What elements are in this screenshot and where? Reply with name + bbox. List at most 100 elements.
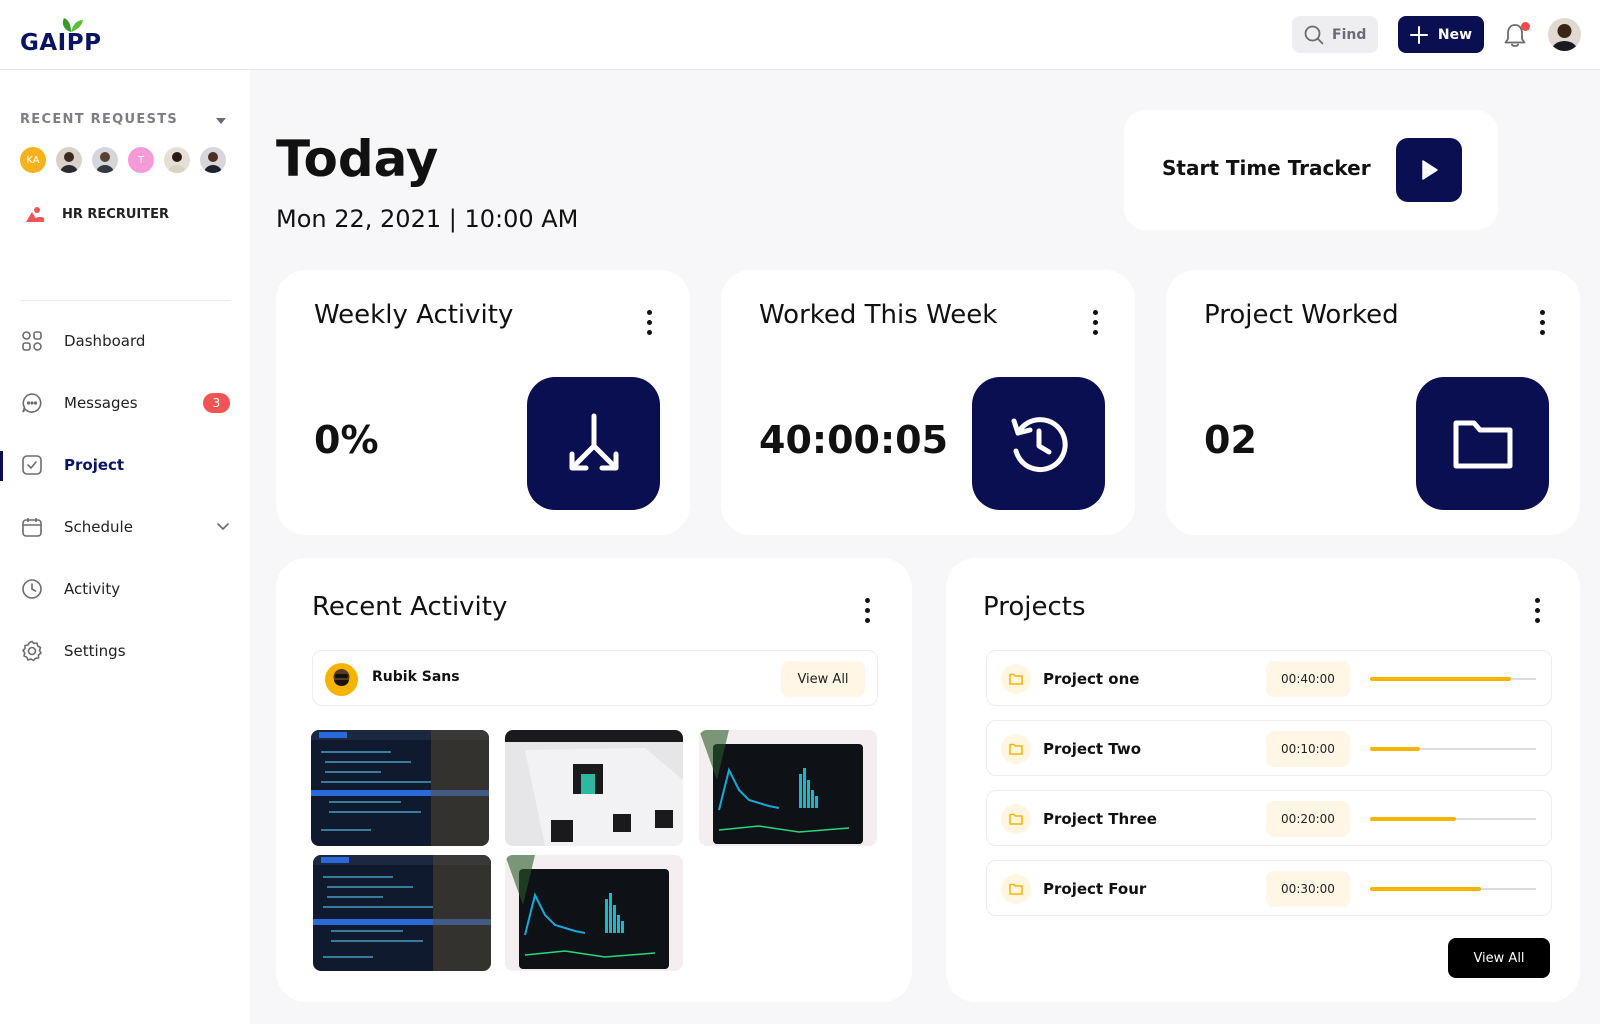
more-icon[interactable] <box>1534 598 1540 623</box>
logo-text: GAIPP <box>20 30 102 56</box>
sidebar-item-label: Project <box>64 456 125 474</box>
project-progress <box>1370 747 1536 751</box>
calendar-icon <box>20 515 44 539</box>
more-icon[interactable] <box>1539 310 1545 335</box>
project-name: Project Three <box>1043 810 1157 828</box>
plus-icon <box>1409 25 1428 44</box>
stat-value: 0% <box>314 418 379 462</box>
view-all-projects-button[interactable]: View All <box>1448 938 1550 978</box>
view-all-button[interactable]: View All <box>781 661 865 697</box>
more-icon[interactable] <box>646 310 652 335</box>
recruiter-icon <box>26 207 44 222</box>
current-date: Mon 22, 2021 | 10:00 AM <box>276 205 579 233</box>
recent-activity-panel: Recent Activity Rubik Sans View All <box>276 558 912 1002</box>
history-clock-icon <box>972 377 1105 510</box>
sidebar: RECENT REQUESTS KA T HR RECRUITER <box>0 70 250 1024</box>
sidebar-item-label: Dashboard <box>64 332 146 350</box>
more-icon[interactable] <box>864 598 870 623</box>
top-bar: GAIPP Find New <box>0 0 1600 70</box>
stat-card-worked-this-week: Worked This Week 40:00:05 <box>721 270 1135 535</box>
bell-icon <box>1504 24 1526 47</box>
chevron-down-icon[interactable] <box>216 518 230 536</box>
stat-card-weekly-activity: Weekly Activity 0% <box>276 270 690 535</box>
project-name: Project one <box>1043 670 1140 688</box>
project-time: 00:10:00 <box>1266 731 1350 767</box>
start-tracker-button[interactable] <box>1396 138 1462 202</box>
new-label: New <box>1437 26 1473 43</box>
project-time: 00:30:00 <box>1266 871 1350 907</box>
sidebar-item-label: Messages <box>64 394 138 412</box>
stat-title: Worked This Week <box>759 300 998 330</box>
activity-screenshot[interactable] <box>505 730 683 846</box>
stat-value: 40:00:05 <box>759 418 949 462</box>
user-avatar[interactable] <box>1548 18 1581 51</box>
panel-title: Recent Activity <box>312 592 508 622</box>
search-icon <box>1304 25 1324 44</box>
folder-icon <box>1001 804 1031 834</box>
chat-icon <box>20 391 44 415</box>
hr-recruiter-label: HR RECRUITER <box>62 206 170 222</box>
gear-icon <box>20 639 44 663</box>
dashboard-icon <box>20 329 44 353</box>
hr-recruiter-item[interactable]: HR RECRUITER <box>24 204 169 224</box>
recent-requests-title: RECENT REQUESTS <box>20 112 179 127</box>
logo[interactable]: GAIPP <box>20 14 110 56</box>
avatar[interactable]: T <box>128 147 154 173</box>
sidebar-item-messages[interactable]: Messages 3 <box>0 372 250 434</box>
project-row[interactable]: Project Two 00:10:00 <box>986 720 1552 776</box>
progress-fill <box>1370 887 1482 891</box>
tracker-label: Start Time Tracker <box>1162 156 1371 180</box>
messages-badge: 3 <box>203 393 230 413</box>
stat-title: Weekly Activity <box>314 300 514 330</box>
checkbox-icon <box>20 453 44 477</box>
sidebar-nav: Dashboard Messages 3 Project <box>0 310 250 682</box>
avatar[interactable] <box>92 147 118 173</box>
recent-requests-avatars: KA T <box>20 147 226 173</box>
stat-value: 02 <box>1204 418 1257 462</box>
folder-icon <box>1001 664 1031 694</box>
project-row[interactable]: Project Four 00:30:00 <box>986 860 1552 916</box>
project-name: Project Two <box>1043 740 1142 758</box>
activity-screenshot[interactable] <box>313 855 491 971</box>
avatar[interactable]: KA <box>20 147 46 173</box>
caret-down-icon[interactable] <box>216 118 226 124</box>
progress-fill <box>1370 677 1512 681</box>
sidebar-item-label: Activity <box>64 580 121 598</box>
avatar[interactable] <box>56 147 82 173</box>
avatar[interactable] <box>164 147 190 173</box>
activity-user-row: Rubik Sans View All <box>312 650 878 706</box>
new-button[interactable]: New <box>1398 16 1484 53</box>
clock-icon <box>20 577 44 601</box>
project-time: 00:20:00 <box>1266 801 1350 837</box>
leaf-icon <box>62 18 83 32</box>
notifications-button[interactable] <box>1504 20 1530 50</box>
sidebar-item-schedule[interactable]: Schedule <box>0 496 250 558</box>
activity-screenshot[interactable] <box>505 855 683 971</box>
sidebar-item-label: Settings <box>64 642 126 660</box>
play-icon <box>1422 160 1438 180</box>
notification-dot <box>1521 22 1530 31</box>
sidebar-divider <box>20 300 230 301</box>
folder-icon <box>1001 874 1031 904</box>
more-icon[interactable] <box>1092 310 1098 335</box>
sidebar-item-activity[interactable]: Activity <box>0 558 250 620</box>
project-time: 00:40:00 <box>1266 661 1350 697</box>
progress-fill <box>1370 817 1457 821</box>
project-row[interactable]: Project Three 00:20:00 <box>986 790 1552 846</box>
find-button[interactable]: Find <box>1292 16 1378 53</box>
sidebar-item-dashboard[interactable]: Dashboard <box>0 310 250 372</box>
avatar[interactable] <box>200 147 226 173</box>
page-title: Today <box>276 130 439 188</box>
avatar-image <box>1551 24 1578 51</box>
folder-icon <box>1416 377 1549 510</box>
time-tracker-card: Start Time Tracker <box>1124 110 1498 230</box>
project-row[interactable]: Project one 00:40:00 <box>986 650 1552 706</box>
avatar[interactable] <box>325 663 358 696</box>
sidebar-item-project[interactable]: Project <box>0 434 250 496</box>
projects-panel: Projects Project one 00:40:00 Project Tw… <box>946 558 1580 1002</box>
activity-screenshot[interactable] <box>699 730 877 846</box>
stat-title: Project Worked <box>1204 300 1399 330</box>
activity-screenshot[interactable] <box>311 730 489 846</box>
sidebar-item-settings[interactable]: Settings <box>0 620 250 682</box>
find-label: Find <box>1332 26 1367 43</box>
